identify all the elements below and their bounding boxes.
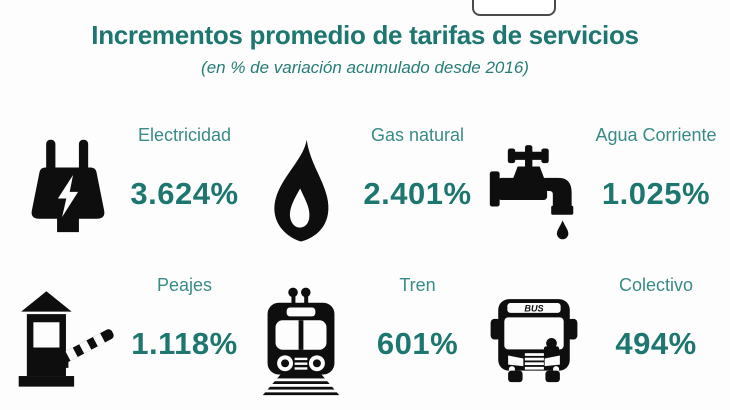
bus-icon: BUS — [478, 292, 590, 390]
service-card-electricidad: Electricidad 3.624% — [12, 103, 245, 255]
service-value: 494% — [615, 325, 697, 361]
service-card-gas-natural: Gas natural 2.401% — [245, 103, 478, 255]
bus-sign-text: BUS — [524, 303, 543, 313]
service-value: 3.624% — [130, 175, 239, 211]
plug-icon — [12, 139, 124, 243]
page-title: Incrementos promedio de tarifas de servi… — [91, 20, 639, 50]
service-label: Gas natural — [370, 124, 465, 145]
service-value: 1.118% — [131, 325, 238, 361]
service-label: Colectivo — [618, 274, 694, 295]
service-value: 2.401% — [363, 175, 472, 211]
service-value: 1.025% — [601, 175, 711, 211]
service-label: Peajes — [156, 274, 213, 295]
service-label: Electricidad — [137, 124, 232, 145]
toll-barrier-icon — [12, 288, 124, 394]
flame-icon — [245, 135, 357, 247]
cutoff-top-box — [472, 0, 556, 16]
service-card-peajes: Peajes 1.118% — [12, 255, 245, 403]
service-card-colectivo: BUS Colectivo 494% — [478, 255, 722, 403]
train-icon — [245, 283, 357, 399]
service-label: Agua Corriente — [595, 124, 717, 145]
faucet-icon — [478, 141, 590, 241]
service-value: 601% — [376, 325, 459, 361]
header: Incrementos promedio de tarifas de servi… — [0, 0, 730, 78]
service-card-agua-corriente: Agua Corriente 1.025% — [478, 103, 722, 255]
service-label: Tren — [399, 274, 436, 295]
page-subtitle: (en % de variación acumulado desde 2016) — [201, 58, 529, 77]
services-grid: Electricidad 3.624% Gas natural 2.401% — [12, 103, 722, 403]
service-card-tren: Tren 601% — [245, 255, 478, 403]
